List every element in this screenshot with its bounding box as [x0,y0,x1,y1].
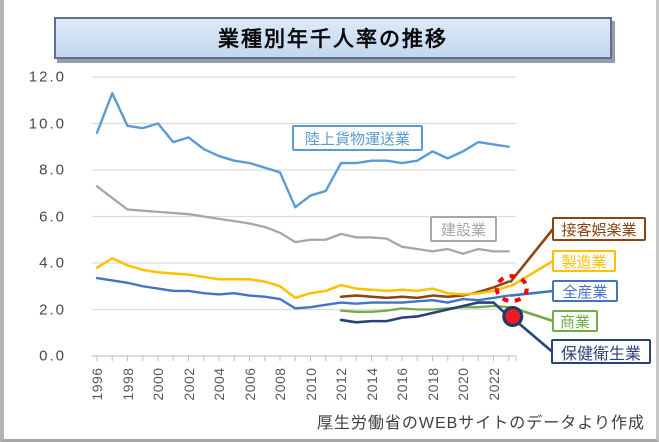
y-tick-label-6.0: 6.0 [39,208,66,225]
series-line-construction [95,185,510,255]
series-label-land-freight-transport: 陸上貨物運送業 [292,125,423,151]
series-label-manufacturing: 製造業 [552,250,616,272]
y-tick-label-0.0: 0.0 [39,347,66,365]
y-tick-label-2.0: 2.0 [39,301,66,318]
highlight-dashed-circle-icon [494,274,529,304]
series-line-health-hygiene [339,301,511,324]
leader-line-manufacturing [509,259,555,288]
series-line-all-industries [95,276,510,310]
x-tick-label-2008: 2008 [272,367,288,401]
y-tick-label-12.0: 12.0 [28,68,66,86]
x-tick-label-2010: 2010 [302,367,319,401]
x-tick-label-2000: 2000 [150,367,166,401]
series-line-land-freight-transport [95,92,510,209]
series-label-hospitality-entertainment: 接客娯楽業 [552,217,646,241]
y-tick-label-4.0: 4.0 [39,254,66,272]
series-label-all-industries: 全産業 [552,280,618,302]
leader-line-hospitality-entertainment [509,227,555,283]
highlight-dot-icon [502,305,524,327]
x-tick-label-2004: 2004 [211,367,227,401]
x-tick-label-2012: 2012 [333,367,349,401]
y-tick-label-8.0: 8.0 [39,161,66,179]
x-tick-label-1996: 1996 [89,367,105,401]
x-tick-label-2018: 2018 [424,367,441,401]
x-tick-label-1998: 1998 [119,367,136,401]
footer-underscore: _ [324,414,333,431]
x-tick-label-2022: 2022 [485,367,502,401]
page-title-text: 業種別年千人率の推移 [218,28,448,51]
series-label-health-hygiene: 保健衛生業 [551,339,651,364]
data-source-credit: 厚生労働省のWEBサイトのデータより作成 [316,415,645,432]
leader-line-all-industries [509,289,555,297]
x-tick-label-2014: 2014 [363,367,380,401]
x-tick-label-2006: 2006 [241,367,258,401]
y-tick-label-10.0: 10.0 [28,115,66,132]
series-line-hospitality-entertainment [339,280,510,300]
x-tick-label-2020: 2020 [455,367,471,401]
series-line-commerce [339,304,510,313]
page-title: 業種別年千人率の推移 [54,17,612,59]
x-tick-label-2016: 2016 [394,367,410,401]
series-line-manufacturing [95,257,510,300]
line-chart-canvas [92,76,555,361]
series-label-commerce: 商業 [552,310,598,332]
series-label-construction: 建設業 [430,216,497,242]
x-tick-label-2002: 2002 [180,367,197,401]
